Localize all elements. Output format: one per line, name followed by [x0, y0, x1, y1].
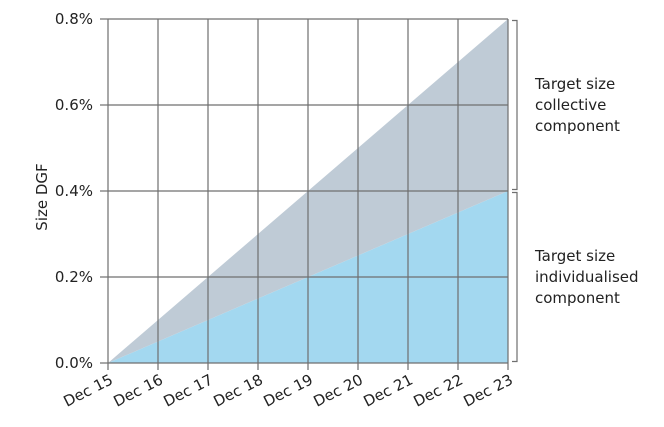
- y-tick-label: 0.0%: [55, 354, 93, 372]
- y-axis-title: Size DGF: [33, 163, 51, 230]
- x-tick-label: Dec 18: [211, 371, 266, 411]
- annotation-label: component: [535, 289, 620, 307]
- annotation-bracket: [512, 19, 518, 191]
- x-tick-label: Dec 21: [361, 371, 416, 411]
- y-tick-label: 0.2%: [55, 268, 93, 286]
- x-tick-label: Dec 22: [411, 371, 466, 411]
- annotation-label: individualised: [535, 268, 639, 286]
- x-tick-label: Dec 20: [311, 371, 366, 411]
- annotation-label: component: [535, 117, 620, 135]
- annotation-bracket: [512, 191, 518, 363]
- x-tick-label: Dec 15: [61, 371, 116, 411]
- grid-layer: [100, 18, 509, 370]
- y-tick-label: 0.8%: [55, 10, 93, 28]
- annotation-label: collective: [535, 96, 606, 114]
- x-tick-label: Dec 23: [461, 371, 516, 411]
- x-tick-label: Dec 16: [111, 371, 166, 411]
- x-tick-label: Dec 19: [261, 371, 316, 411]
- bracket-annotations: Target size collective component Target siz…: [512, 19, 639, 363]
- x-tick-label: Dec 17: [161, 371, 216, 411]
- annotation-label: Target size: [534, 247, 615, 265]
- y-tick-label: 0.4%: [55, 182, 93, 200]
- y-tick-label: 0.6%: [55, 96, 93, 114]
- y-tick-labels: 0.0% 0.2% 0.4% 0.6% 0.8%: [55, 10, 93, 372]
- annotation-label: Target size: [534, 75, 615, 93]
